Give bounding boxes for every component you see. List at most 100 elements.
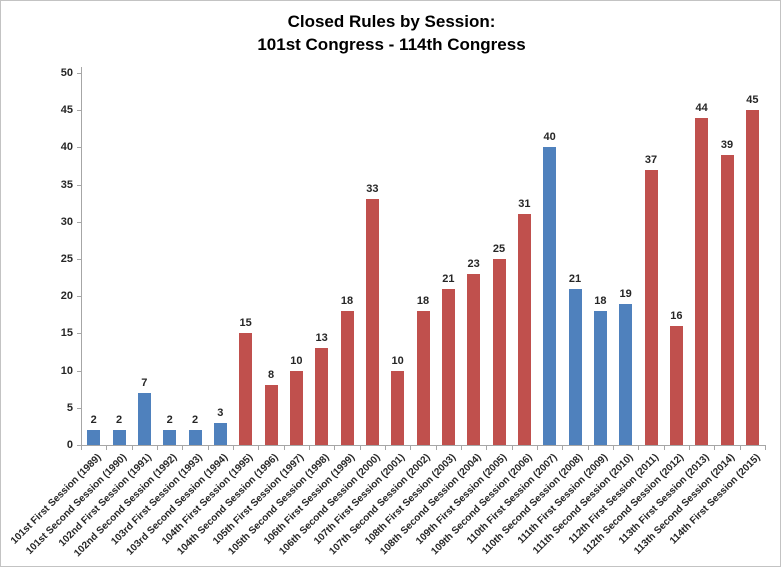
bar xyxy=(669,325,683,445)
x-axis-tick-mark xyxy=(207,446,209,450)
x-axis-tick-mark xyxy=(157,446,158,450)
bar xyxy=(213,422,227,445)
x-axis-line xyxy=(81,445,766,446)
bar-value-label: 10 xyxy=(391,354,404,367)
bar xyxy=(365,199,379,445)
y-axis-tick-mark xyxy=(77,407,81,409)
chart-title-line-2: 101st Congress - 114th Congress xyxy=(257,35,526,54)
bar-value-label: 10 xyxy=(290,354,303,367)
y-axis-tick-mark xyxy=(77,259,81,260)
y-axis-tick-mark xyxy=(77,370,81,372)
bar-value-label: 2 xyxy=(90,414,97,427)
bar-value-label: 19 xyxy=(619,287,632,300)
x-axis-tick-mark xyxy=(663,446,665,450)
bar xyxy=(568,288,582,445)
x-axis-tick-mark xyxy=(613,446,614,450)
y-axis-tick-label: 30 xyxy=(60,215,73,228)
bar-value-label: 13 xyxy=(315,332,328,345)
bar xyxy=(467,273,481,445)
x-axis-tick-mark xyxy=(385,446,386,450)
x-axis-tick-mark xyxy=(359,446,361,450)
x-axis-tick-mark xyxy=(486,446,488,450)
bar-value-label: 18 xyxy=(594,295,607,308)
bar-value-label: 33 xyxy=(366,183,379,196)
bar-value-label: 7 xyxy=(141,376,148,389)
bar-value-label: 44 xyxy=(695,101,708,114)
y-axis-tick-label: 25 xyxy=(60,253,73,265)
bar xyxy=(340,311,354,445)
x-axis-tick-mark xyxy=(81,446,82,450)
bar-value-label: 37 xyxy=(644,153,658,166)
y-axis-tick-label: 40 xyxy=(60,141,73,154)
bar xyxy=(543,147,557,445)
x-axis-tick-mark xyxy=(587,446,589,450)
y-axis-tick-mark xyxy=(77,296,81,298)
bar-value-label: 21 xyxy=(568,272,582,285)
y-axis-line xyxy=(81,67,82,446)
bar-value-label: 45 xyxy=(746,94,759,107)
x-axis-tick-mark xyxy=(765,446,766,450)
bar xyxy=(695,117,709,445)
x-axis-tick-mark xyxy=(435,446,437,450)
x-axis-tick-mark xyxy=(182,446,184,450)
bar xyxy=(441,288,455,445)
y-axis-tick-label: 50 xyxy=(60,67,73,79)
chart-title: Closed Rules by Session: 101st Congress … xyxy=(1,10,780,56)
y-axis-tick-mark xyxy=(77,184,81,186)
bar xyxy=(87,430,101,445)
y-axis-tick-mark xyxy=(77,73,81,74)
bar-value-label: 21 xyxy=(442,272,455,285)
bar-value-label: 18 xyxy=(416,295,430,308)
y-axis-tick-mark xyxy=(77,110,81,112)
bar xyxy=(391,370,405,445)
bar xyxy=(163,430,177,445)
bar-value-label: 2 xyxy=(166,414,173,427)
bar-value-label: 18 xyxy=(340,295,354,308)
bar-value-label: 15 xyxy=(239,317,252,330)
y-axis-tick-mark xyxy=(77,221,81,223)
x-axis-tick-mark xyxy=(537,446,538,450)
bar-value-label: 40 xyxy=(543,131,556,144)
bar xyxy=(517,214,531,445)
x-axis-tick-mark xyxy=(283,446,285,450)
bar xyxy=(112,430,126,445)
bar xyxy=(416,311,430,445)
y-axis-tick-label: 45 xyxy=(60,104,73,117)
y-axis-tick-mark xyxy=(77,445,81,446)
x-axis-tick-mark xyxy=(714,446,716,450)
bar-value-label: 3 xyxy=(217,406,224,419)
bar xyxy=(289,370,303,445)
bar-value-label: 16 xyxy=(670,309,683,322)
bar xyxy=(492,259,506,445)
y-axis-tick-label: 35 xyxy=(60,178,73,191)
bar-value-label: 23 xyxy=(467,257,480,270)
y-axis-tick-mark xyxy=(77,147,81,149)
bar xyxy=(264,385,278,445)
y-axis-tick-label: 20 xyxy=(60,290,73,303)
bar xyxy=(137,392,151,445)
x-axis-tick-mark xyxy=(131,446,133,450)
bar-value-label: 2 xyxy=(191,414,199,427)
x-axis-tick-mark xyxy=(106,446,108,450)
bar xyxy=(644,169,658,445)
x-axis-tick-mark xyxy=(233,446,234,450)
bar xyxy=(593,311,607,445)
bar xyxy=(745,110,759,445)
x-axis-tick-mark xyxy=(461,446,462,450)
bar-value-label: 31 xyxy=(518,198,531,211)
bar-value-label: 39 xyxy=(720,138,734,151)
bar xyxy=(315,348,329,445)
y-axis-tick-label: 15 xyxy=(60,327,73,340)
x-axis-tick-mark xyxy=(511,446,513,450)
x-axis-tick-mark xyxy=(334,446,336,450)
x-axis-tick-mark xyxy=(258,446,260,450)
y-axis-tick-mark xyxy=(77,333,81,335)
x-axis-tick-mark xyxy=(739,446,741,450)
chart-title-line-1: Closed Rules by Session: xyxy=(287,12,496,31)
bar-value-label: 8 xyxy=(267,369,275,382)
y-axis-tick-label: 0 xyxy=(66,439,73,451)
y-axis-tick-label: 5 xyxy=(66,401,73,414)
x-axis-tick-mark xyxy=(689,446,690,450)
bar xyxy=(619,303,633,445)
